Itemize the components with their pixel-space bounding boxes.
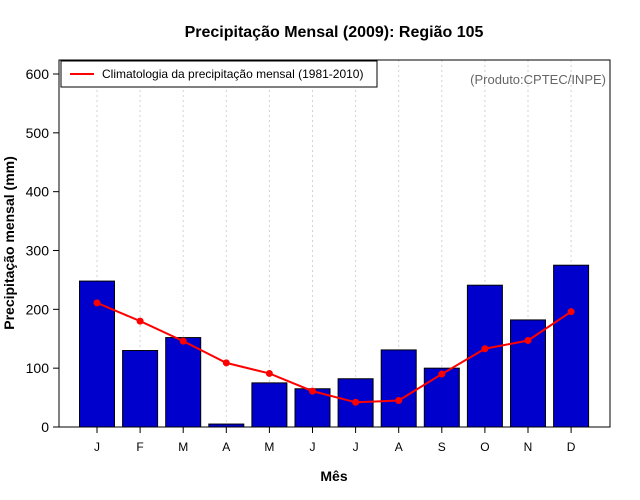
x-axis-label: Mês	[320, 468, 347, 484]
climatology-point-1	[136, 317, 144, 325]
legend: Climatologia da precipitação mensal (198…	[60, 60, 378, 88]
climatology-point-10	[524, 337, 532, 345]
climatology-point-2	[179, 337, 187, 345]
climatology-point-9	[481, 345, 489, 353]
bar-7	[380, 349, 417, 428]
legend-entry-climatology: Climatologia da precipitação mensal (198…	[102, 67, 363, 81]
x-tick-label: F	[136, 440, 143, 454]
bar-2	[165, 337, 202, 428]
x-tick-label: S	[438, 440, 446, 454]
y-tick-label: 400	[26, 184, 50, 200]
legend-box	[60, 60, 378, 88]
y-tick-label: 300	[26, 243, 50, 259]
climatology-point-3	[222, 359, 230, 367]
climatology-point-7	[395, 397, 403, 405]
bar-11	[553, 264, 590, 428]
climatology-point-11	[567, 308, 575, 316]
bar-4	[251, 382, 288, 428]
bar-8	[423, 367, 460, 428]
y-tick-label: 200	[26, 301, 50, 317]
y-tick-label: 100	[26, 360, 50, 376]
x-tick-label: A	[222, 440, 230, 454]
x-tick-label: J	[94, 440, 100, 454]
x-tick-label: O	[480, 440, 489, 454]
plot-frame	[58, 59, 611, 428]
bar-10	[510, 319, 546, 428]
climatology-point-0	[93, 299, 101, 307]
climatology-point-6	[352, 398, 360, 406]
x-tick-label: M	[264, 440, 274, 454]
source-annotation: (Produto:CPTEC/INPE)	[470, 72, 606, 87]
climatology-line	[96, 301, 572, 404]
x-tick-label: A	[395, 440, 403, 454]
x-tick-label: J	[353, 440, 359, 454]
y-tick-label: 600	[26, 66, 50, 82]
y-axis: 0 100 200 300 400 500 600	[26, 66, 59, 435]
y-tick-label: 0	[41, 419, 49, 435]
bar-series	[79, 264, 590, 428]
x-tick-label: M	[178, 440, 188, 454]
climatology-line-series	[93, 299, 575, 406]
y-tick-label: 500	[26, 125, 50, 141]
climatology-point-4	[265, 369, 273, 377]
chart-title: Precipitação Mensal (2009): Região 105	[185, 24, 484, 41]
bar-1	[122, 350, 159, 428]
x-tick-label: N	[524, 440, 533, 454]
y-axis-label: Precipitação mensal (mm)	[1, 156, 17, 330]
climatology-point-8	[438, 370, 446, 378]
climatology-point-5	[309, 387, 316, 395]
x-tick-label: J	[310, 440, 316, 454]
x-tick-label: D	[567, 440, 576, 454]
